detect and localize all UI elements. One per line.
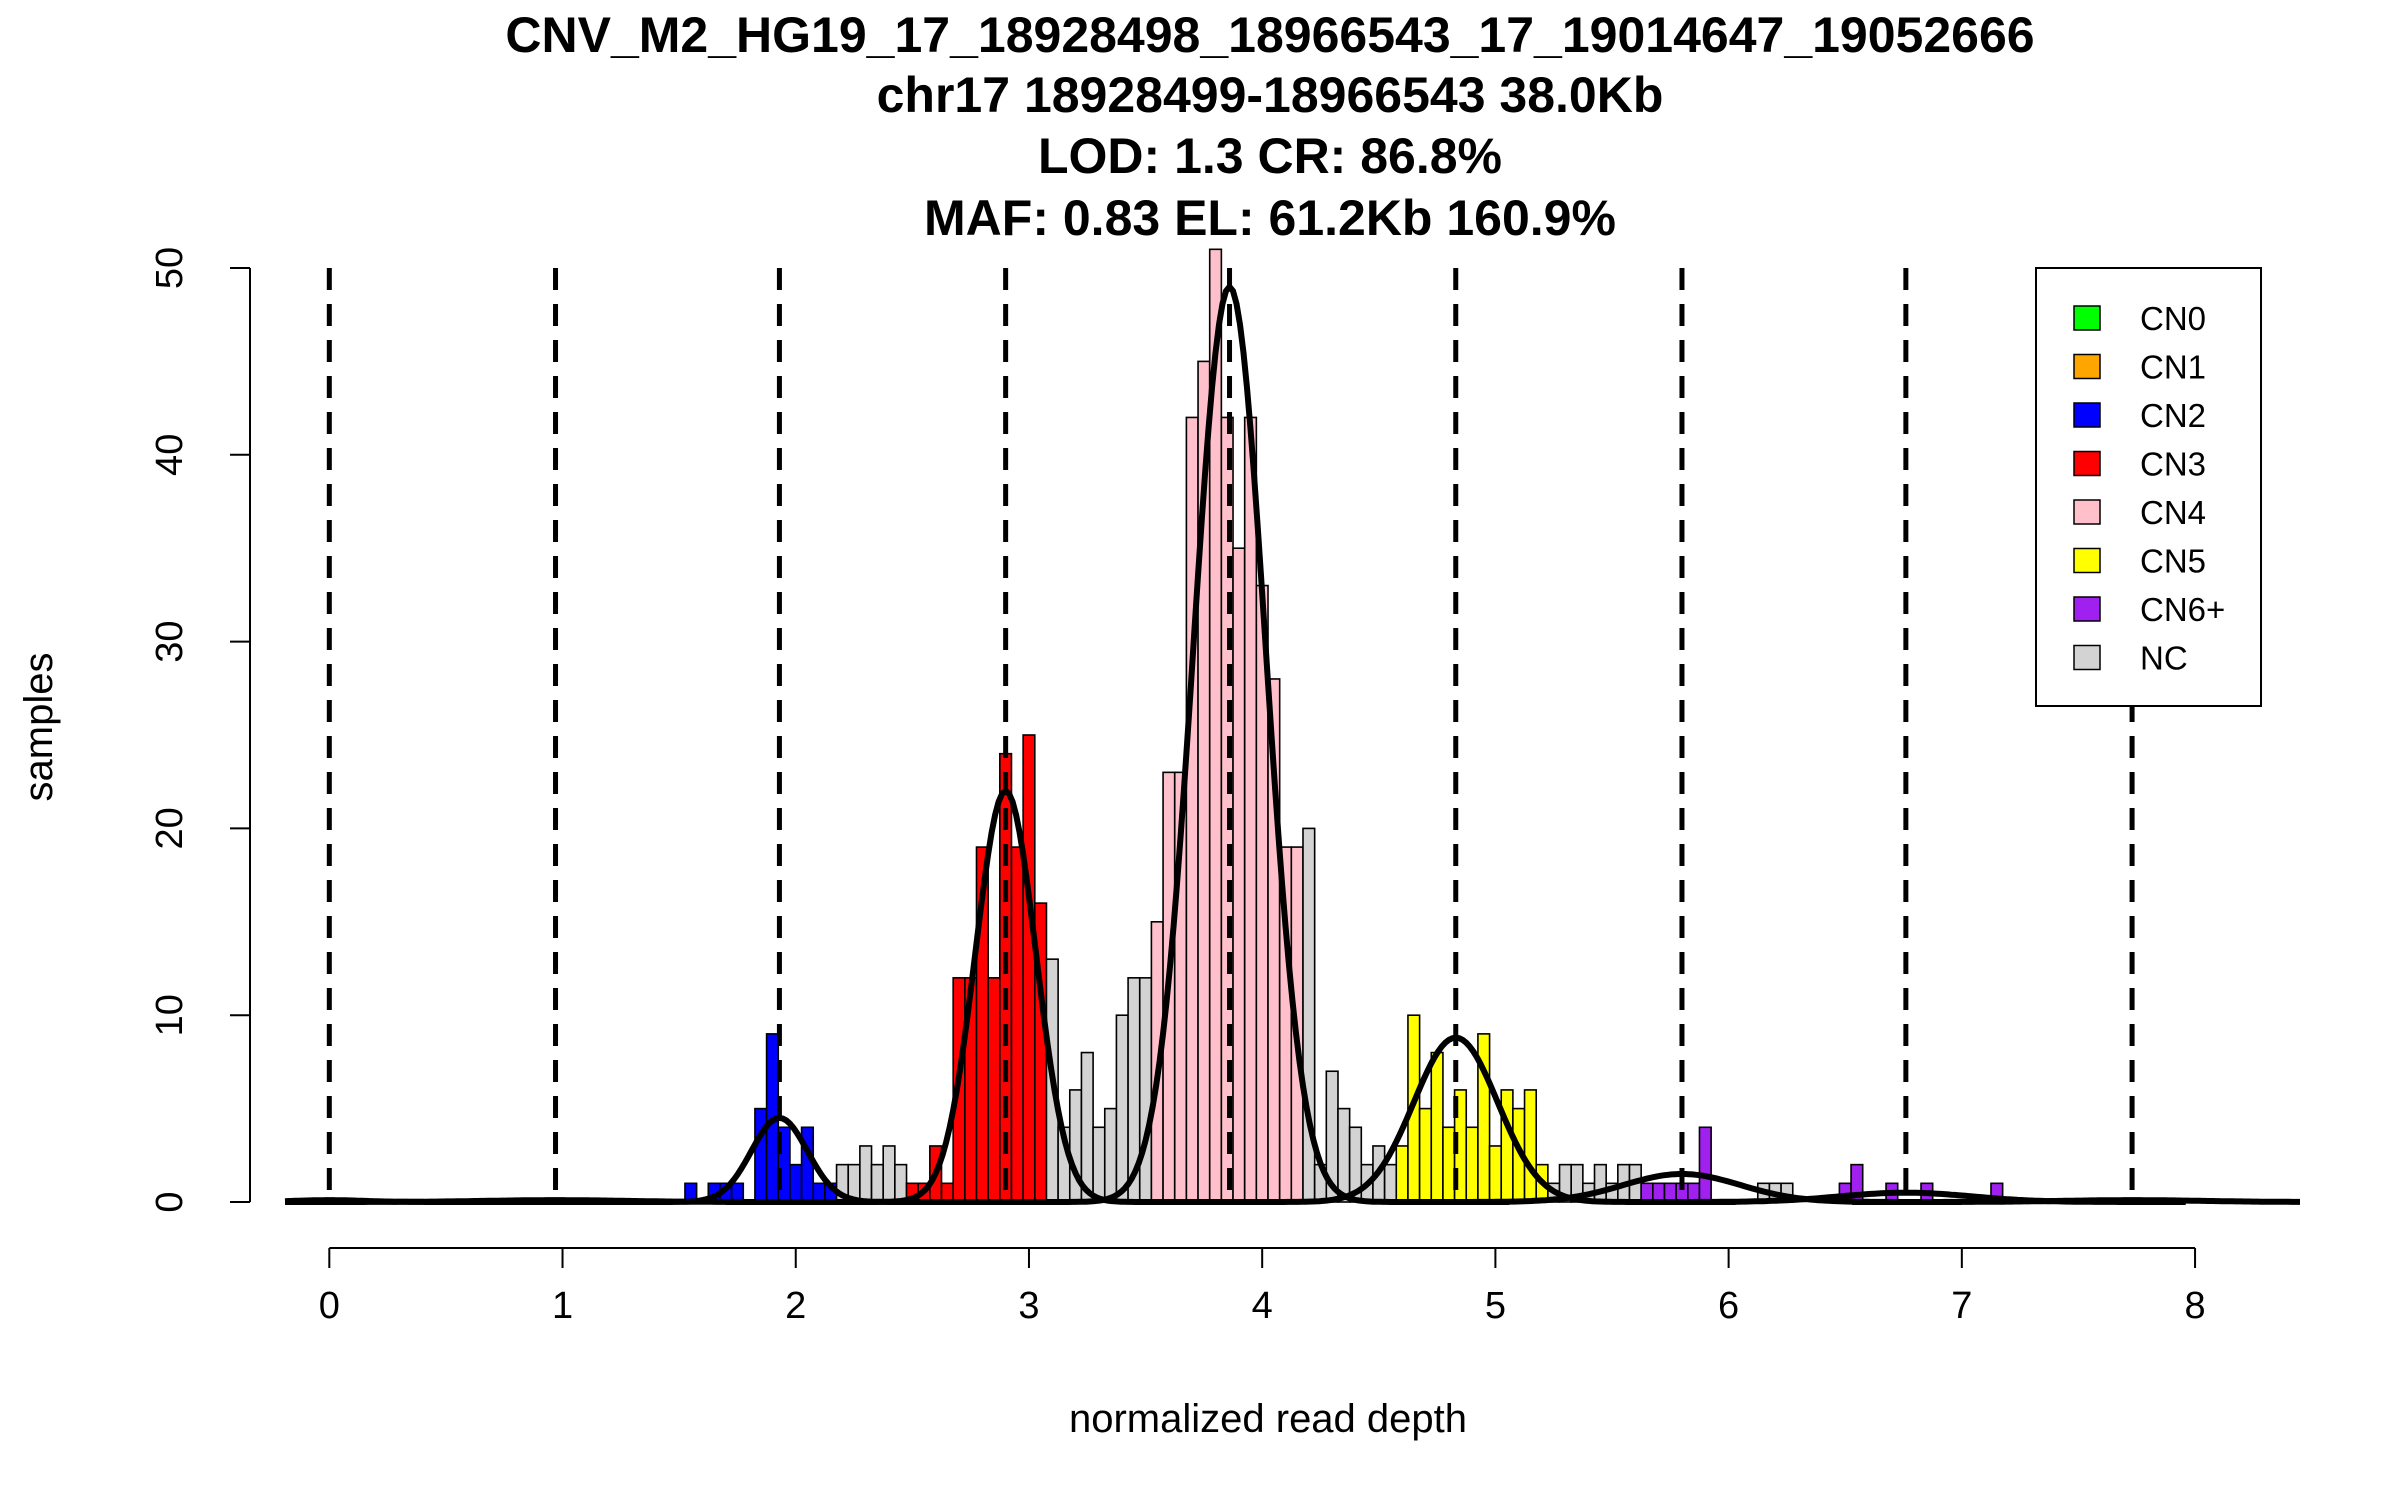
y-tick-label: 30 bbox=[149, 620, 191, 662]
legend-swatch-cn3 bbox=[2073, 450, 2101, 477]
x-axis-title: normalized read depth bbox=[1069, 1397, 1467, 1441]
legend-swatch-cn4 bbox=[2073, 499, 2101, 525]
histogram-bar-nc bbox=[1103, 1107, 1118, 1203]
x-tick-label: 0 bbox=[319, 1285, 340, 1327]
x-tick-label: 3 bbox=[1018, 1285, 1039, 1327]
legend: CN0 CN1 CN2 CN3 CN4 CN5 CN6+ NC bbox=[2035, 267, 2262, 707]
histogram-bar-cn5 bbox=[1523, 1089, 1538, 1203]
y-tick-label: 40 bbox=[149, 434, 191, 476]
legend-label-cn3: CN3 bbox=[2140, 446, 2206, 483]
histogram-bar-cn4 bbox=[1232, 547, 1246, 1203]
title-line-1: CNV_M2_HG19_17_18928498_18966543_17_1901… bbox=[505, 7, 2034, 63]
legend-swatch-cn0 bbox=[2073, 305, 2101, 331]
title-line-3: LOD: 1.3 CR: 86.8% bbox=[1038, 128, 1502, 184]
histogram-bar-nc bbox=[894, 1163, 908, 1203]
histogram-bar-cn3 bbox=[1022, 734, 1036, 1203]
y-tick-label: 0 bbox=[149, 1191, 191, 1212]
x-tick-label: 8 bbox=[2184, 1285, 2205, 1327]
y-tick-label: 10 bbox=[149, 994, 191, 1036]
legend-swatch-cn5 bbox=[2073, 547, 2101, 574]
histogram-bar-nc bbox=[1593, 1163, 1607, 1203]
legend-swatch-cn1 bbox=[2073, 353, 2101, 380]
histogram-bar-cn5 bbox=[1395, 1145, 1409, 1203]
x-tick-label: 1 bbox=[552, 1285, 573, 1327]
title-line-2: chr17 18928499-18966543 38.0Kb bbox=[877, 67, 1664, 123]
histogram-bar-cn2 bbox=[789, 1163, 803, 1203]
histogram-bar-nc bbox=[1115, 1014, 1129, 1203]
axes: 0 1 2 3 4 5 6 7 8 0 10 20 30 40 50 bbox=[149, 247, 2206, 1327]
legend-label-cn0: CN0 bbox=[2140, 300, 2206, 337]
histogram-bar-nc bbox=[1138, 977, 1153, 1203]
histogram-bar-nc bbox=[882, 1145, 896, 1203]
density-curve-cn8 bbox=[1852, 1197, 2300, 1205]
histogram-bar-cn5 bbox=[1418, 1107, 1433, 1203]
histogram-bar-cn3 bbox=[987, 977, 1001, 1203]
x-tick-label: 2 bbox=[785, 1285, 806, 1327]
histogram-bar-cn5 bbox=[1465, 1126, 1479, 1203]
histogram-bar-cn2 bbox=[754, 1107, 768, 1203]
histogram-bar-nc bbox=[1383, 1163, 1398, 1203]
histogram-bar-cn6plus bbox=[1698, 1126, 1712, 1203]
histogram-bar-cn5 bbox=[1500, 1089, 1514, 1203]
legend-box bbox=[2035, 267, 2262, 707]
y-axis-title: samples bbox=[17, 653, 61, 802]
histogram-bar-nc bbox=[1092, 1126, 1106, 1203]
histogram-bar-nc bbox=[859, 1145, 873, 1203]
histogram-bar-cn5 bbox=[1430, 1051, 1444, 1203]
histogram-bar-nc bbox=[1337, 1107, 1351, 1203]
legend-swatch-nc bbox=[2073, 644, 2101, 671]
x-tick-label: 7 bbox=[1951, 1285, 1972, 1327]
histogram-bar-cn5 bbox=[1488, 1145, 1503, 1203]
chart-title: CNV_M2_HG19_17_18928498_18966543_17_1901… bbox=[505, 7, 2034, 246]
title-line-4: MAF: 0.83 EL: 61.2Kb 160.9% bbox=[924, 190, 1616, 246]
legend-label-cn6plus: CN6+ bbox=[2140, 591, 2225, 628]
histogram-bar-nc bbox=[1080, 1051, 1094, 1203]
x-tick-label: 6 bbox=[1718, 1285, 1739, 1327]
legend-label-cn1: CN1 bbox=[2140, 349, 2206, 386]
x-tick-label: 5 bbox=[1485, 1285, 1506, 1327]
y-tick-label: 50 bbox=[149, 247, 191, 289]
legend-label-cn2: CN2 bbox=[2140, 397, 2206, 434]
legend-label-cn4: CN4 bbox=[2140, 494, 2206, 531]
histogram-bar-cn4 bbox=[1243, 416, 1258, 1203]
histogram-bar-cn4 bbox=[1185, 416, 1199, 1203]
legend-label-cn5: CN5 bbox=[2140, 543, 2206, 580]
legend-swatch-cn2 bbox=[2073, 402, 2101, 428]
y-tick-label: 20 bbox=[149, 807, 191, 849]
histogram-bar-nc bbox=[870, 1163, 885, 1203]
histogram-bars bbox=[684, 248, 2004, 1203]
legend-label-nc: NC bbox=[2140, 640, 2188, 677]
x-tick-label: 4 bbox=[1252, 1285, 1273, 1327]
histogram-bar-cn3 bbox=[1010, 846, 1024, 1203]
histogram-bar-cn5 bbox=[1442, 1126, 1456, 1203]
legend-swatch-cn6plus bbox=[2073, 596, 2101, 622]
